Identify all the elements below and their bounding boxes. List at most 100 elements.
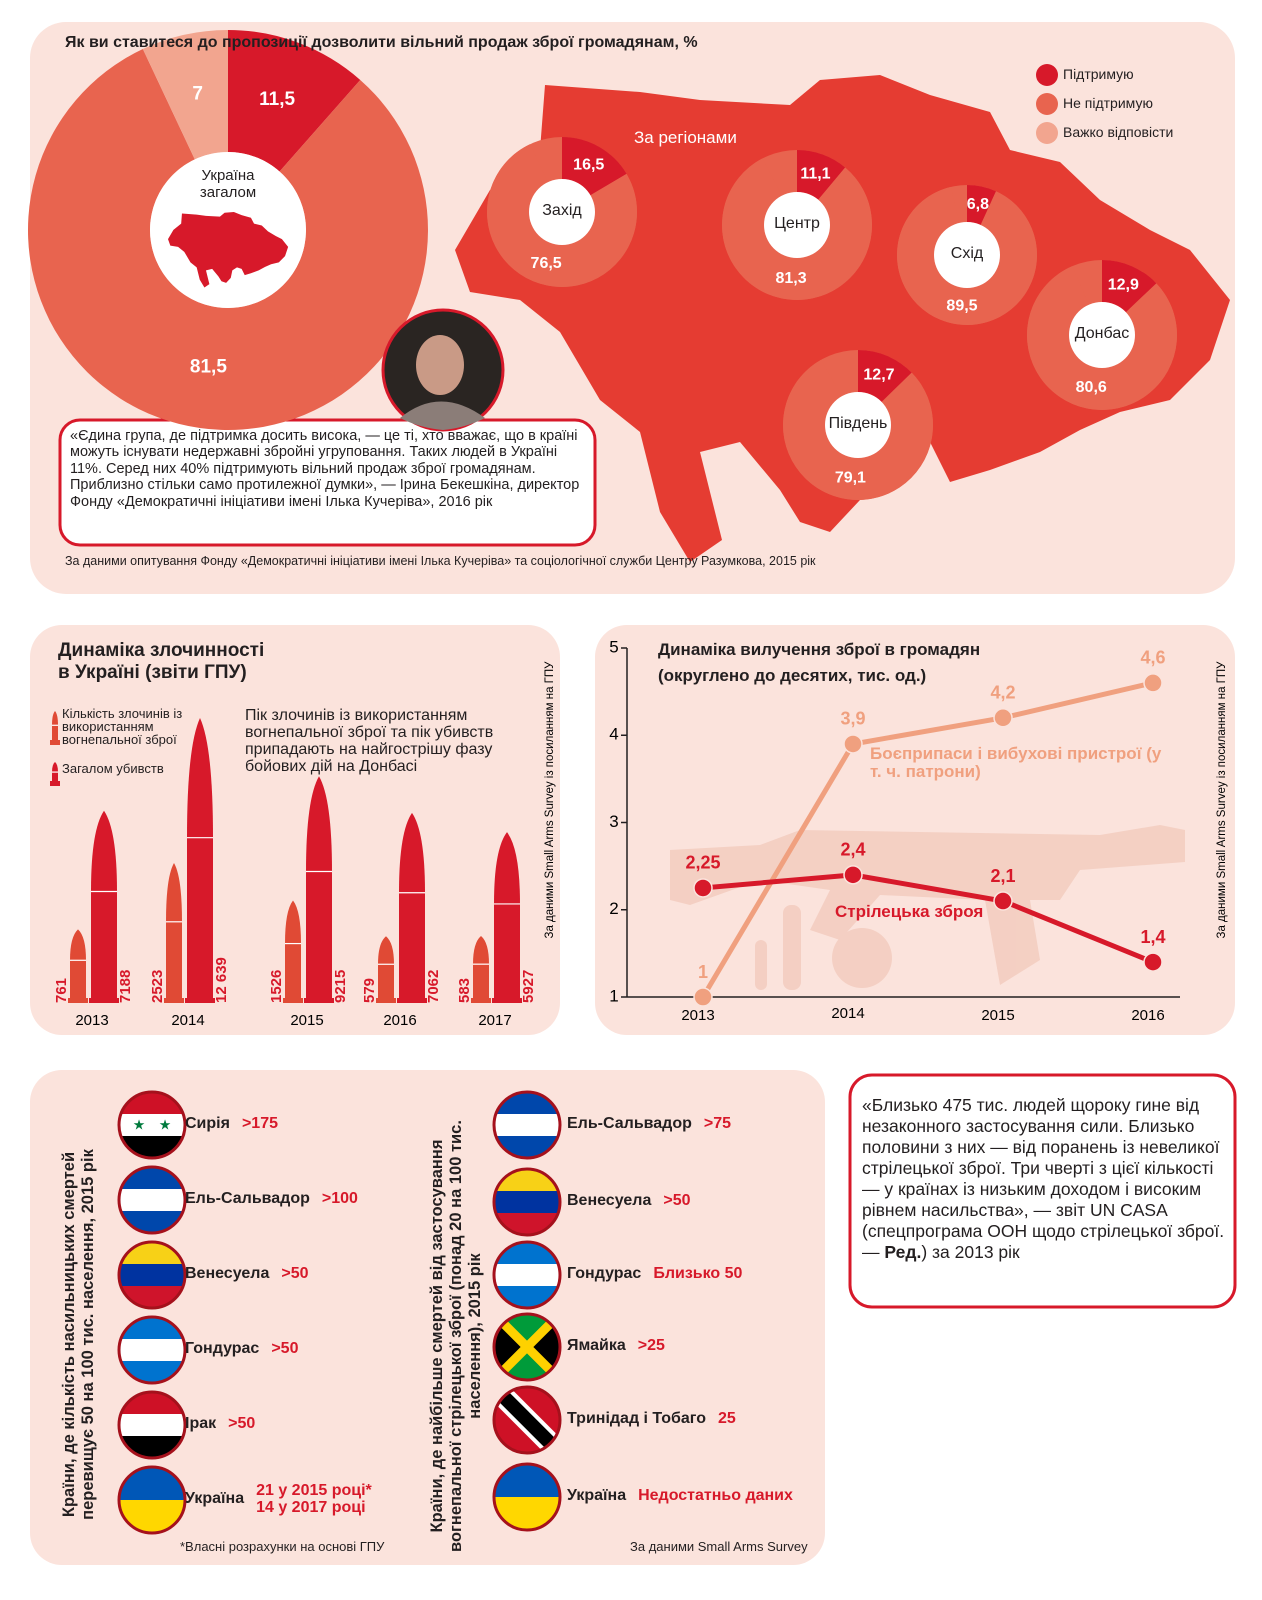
value-label: 12 639 bbox=[213, 957, 230, 1003]
bullet-big bbox=[494, 832, 520, 1003]
donut-slice bbox=[797, 150, 846, 200]
country-row: Гондурас >50 bbox=[185, 1340, 298, 1358]
x-tick-label: 2014 bbox=[171, 1012, 204, 1029]
quote2-tail: ) за 2013 рік bbox=[921, 1242, 1020, 1262]
photo-body bbox=[400, 401, 485, 430]
donut-slice bbox=[967, 185, 997, 225]
flag-stripe bbox=[119, 1264, 185, 1287]
flag-stripe bbox=[119, 1414, 185, 1437]
country-row: Україна Недостатньо даних bbox=[567, 1487, 793, 1505]
slice-label: 76,5 bbox=[531, 255, 562, 272]
source-note: За даними Small Arms Survey bbox=[630, 1539, 808, 1554]
bullet-rim bbox=[68, 998, 88, 1003]
chart-title: Як ви ставитеся до пропозиції дозволити … bbox=[65, 34, 698, 51]
country-row: Ель-Сальвадор >75 bbox=[567, 1115, 731, 1133]
bullet-rim bbox=[283, 998, 303, 1003]
region-name: Схід bbox=[950, 245, 984, 262]
gun-silhouette bbox=[670, 825, 1185, 990]
country-name: Ямайка bbox=[567, 1337, 626, 1354]
flag-band bbox=[494, 1387, 560, 1453]
x-tick-label: 2017 bbox=[478, 1012, 511, 1029]
chart-title: Динаміка злочинності в Україні (звіти ГП… bbox=[58, 640, 265, 683]
legend-swatch bbox=[52, 762, 58, 786]
panel-countries bbox=[30, 1070, 825, 1565]
value-label: 5927 bbox=[520, 970, 537, 1003]
donut-hole bbox=[1069, 302, 1135, 368]
slice-label: 12,9 bbox=[1108, 277, 1139, 294]
mini-map-shape bbox=[168, 212, 289, 288]
value-label: 761 bbox=[53, 978, 70, 1003]
country-row: Венесуела >50 bbox=[185, 1265, 309, 1283]
country-row: Сирія >175 bbox=[185, 1115, 278, 1133]
country-value: >175 bbox=[241, 1115, 278, 1132]
country-name: Ель-Сальвадор bbox=[185, 1190, 310, 1207]
legend-swatch bbox=[52, 711, 58, 745]
flag-ring bbox=[492, 1312, 562, 1382]
country-value: Недостатньо даних bbox=[638, 1487, 793, 1504]
donut-slice bbox=[562, 137, 627, 196]
quote2-main: «Близько 475 тис. людей щороку гине від … bbox=[862, 1095, 1225, 1262]
flag-stripe bbox=[494, 1191, 560, 1214]
chart-title: Динаміка вилучення зброї в громадян bbox=[658, 640, 981, 659]
bullet-rim bbox=[164, 998, 184, 1003]
bullet-rim bbox=[185, 998, 215, 1003]
donut-slice bbox=[142, 30, 228, 160]
country-name: Гондурас bbox=[185, 1340, 260, 1357]
country-value: >50 bbox=[663, 1192, 691, 1209]
flag-ring bbox=[117, 1090, 187, 1160]
bullet-rim bbox=[397, 998, 427, 1003]
country-row: Гондурас Близько 50 bbox=[567, 1265, 742, 1283]
ukraine-map bbox=[455, 75, 1230, 562]
country-value: 21 у 2015 році* 14 у 2017 році bbox=[256, 1482, 372, 1516]
flag-stripe bbox=[119, 1339, 185, 1362]
donut-slice bbox=[27, 49, 428, 430]
flag-star: ★ bbox=[133, 1117, 146, 1133]
flag-stripe bbox=[119, 1189, 185, 1212]
y-tick-label: 5 bbox=[609, 637, 618, 656]
mini-map bbox=[168, 212, 289, 288]
value-label: 2523 bbox=[149, 970, 166, 1003]
region-name: Захід bbox=[542, 202, 582, 219]
y-tick-label: 4 bbox=[609, 725, 618, 744]
value-label: 9215 bbox=[332, 970, 349, 1003]
legend-label: Кількість злочинів із використанням вогн… bbox=[62, 706, 183, 747]
bullet-rim bbox=[50, 740, 60, 745]
donut-center-label: Україна загалом bbox=[199, 167, 257, 202]
country-value: Близько 50 bbox=[653, 1265, 743, 1282]
slice-label: 7 bbox=[192, 83, 203, 104]
flag bbox=[494, 1387, 560, 1453]
donut-slice bbox=[722, 158, 873, 300]
flag-cross bbox=[494, 1314, 560, 1380]
donut-slice bbox=[1102, 260, 1157, 313]
country-name: Тринідад і Тобаго bbox=[567, 1410, 706, 1427]
legend-label: Загалом убивств bbox=[62, 761, 164, 776]
donut-hole bbox=[529, 179, 595, 245]
point bbox=[843, 865, 863, 885]
country-row: Ель-Сальвадор >100 bbox=[185, 1190, 358, 1208]
slice-label: 16,5 bbox=[573, 156, 604, 173]
flag bbox=[494, 1314, 560, 1380]
flag-stripe bbox=[494, 1264, 560, 1287]
quote2-box bbox=[848, 1073, 1237, 1309]
annotation: Пік злочинів із використанням вогнепальн… bbox=[245, 707, 494, 775]
legend-swatch bbox=[1036, 64, 1058, 86]
value-label: 579 bbox=[361, 978, 378, 1003]
country-row: Тринідад і Тобаго 25 bbox=[567, 1410, 736, 1428]
country-name: Україна bbox=[567, 1487, 627, 1504]
flag-ring bbox=[492, 1090, 562, 1160]
bullet-rim bbox=[492, 998, 522, 1003]
point bbox=[1143, 952, 1163, 972]
legend-label: Не підтримую bbox=[1063, 95, 1153, 111]
value-label: 2,4 bbox=[840, 840, 865, 860]
point bbox=[993, 891, 1013, 911]
value-label: 3,9 bbox=[840, 709, 865, 729]
flag-ring bbox=[492, 1167, 562, 1237]
quote-text: «Єдина група, де підтримка досить висока… bbox=[70, 428, 580, 510]
panel-crime bbox=[30, 625, 560, 1035]
slice-label: 11,1 bbox=[800, 165, 830, 182]
slice-label: 11,5 bbox=[259, 89, 295, 110]
region-name: Південь bbox=[828, 415, 888, 432]
bullet-big bbox=[399, 812, 425, 1003]
